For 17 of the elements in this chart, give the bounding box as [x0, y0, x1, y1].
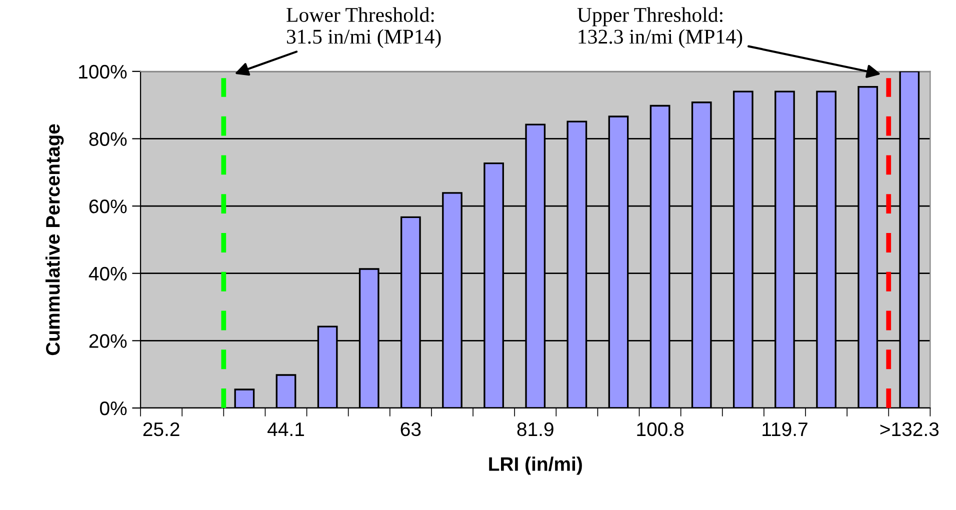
x-tick-label: 25.2: [143, 422, 180, 436]
x-tick-label: >132.3: [880, 422, 939, 436]
x-tick-label: 119.7: [762, 422, 808, 436]
y-tick-label: 80%: [89, 132, 127, 146]
x-tick-label: 44.1: [268, 422, 304, 436]
y-tick-label: 100%: [79, 64, 127, 79]
y-tick-label: 0%: [100, 401, 127, 416]
x-tick-label: 81.9: [517, 422, 554, 436]
y-tick-label: 60%: [89, 200, 127, 214]
x-tick-label: 63: [400, 422, 421, 436]
y-axis-title: Cummulative Percentage: [46, 124, 64, 356]
text: Upper Threshold: 132.3 in/mi (MP14): [577, 7, 742, 48]
y-tick-label: 20%: [89, 334, 127, 348]
x-tick-label: 100.8: [637, 422, 684, 436]
text: Lower Threshold: 31.5 in/mi (MP14): [286, 7, 441, 48]
x-axis-title: LRI (in/mi): [489, 456, 582, 475]
y-tick-label: 40%: [88, 266, 127, 281]
